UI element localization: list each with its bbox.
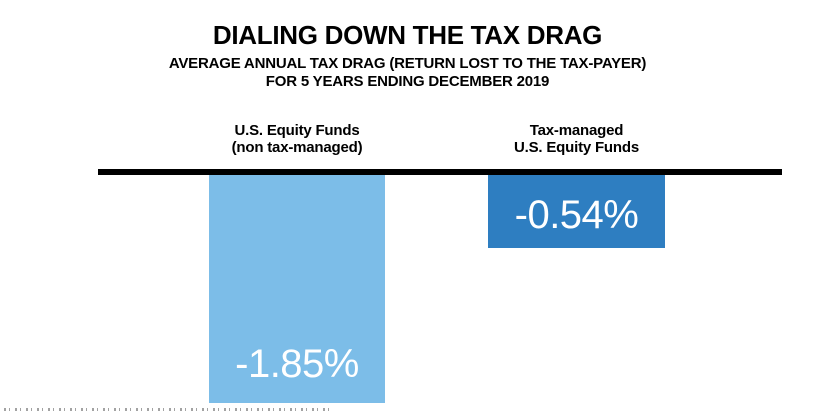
chart-subtitle-line-1: AVERAGE ANNUAL TAX DRAG (RETURN LOST TO … [168, 55, 647, 72]
category-label-line: Tax-managed [529, 122, 624, 139]
category-label-line: (non tax-managed) [231, 139, 363, 156]
value-label-tax-managed: -0.54% [514, 193, 639, 237]
category-label-line: U.S. Equity Funds [514, 139, 639, 156]
zero-axis-line [98, 169, 782, 175]
bar-non-tax-managed: -1.85% [209, 175, 385, 403]
value-label-non-tax-managed: -1.85% [235, 342, 359, 386]
cropped-attribution-text [4, 408, 334, 411]
category-label-tax-managed: Tax-managed U.S. Equity Funds [478, 122, 675, 156]
chart-title: DIALING DOWN THE TAX DRAG [212, 20, 603, 50]
chart-subtitle: AVERAGE ANNUAL TAX DRAG (RETURN LOST TO … [0, 55, 815, 91]
category-label-line: U.S. Equity Funds [234, 122, 360, 139]
category-label-non-tax-managed: U.S. Equity Funds (non tax-managed) [199, 122, 395, 156]
bar-tax-managed: -0.54% [488, 175, 665, 248]
chart-subtitle-line-2: FOR 5 YEARS ENDING DECEMBER 2019 [265, 73, 550, 90]
